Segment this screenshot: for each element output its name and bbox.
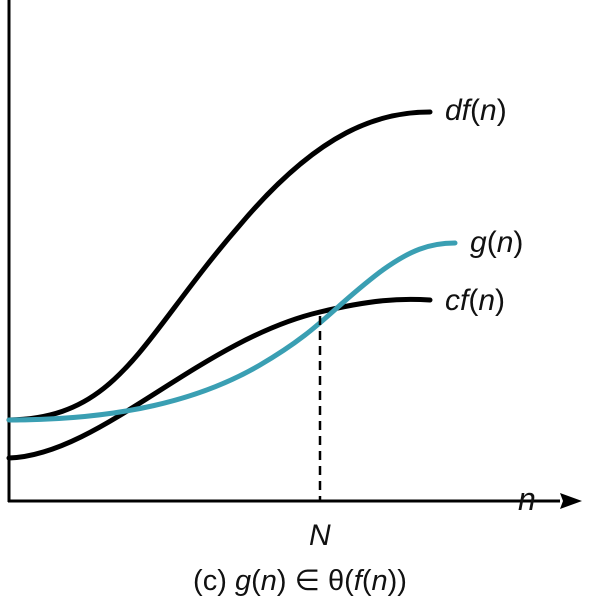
- caption-theta: θ: [328, 565, 344, 597]
- caption-rhs-func: f: [354, 565, 365, 597]
- caption-lhs-func: g: [235, 565, 251, 597]
- caption-tag: (c): [193, 565, 227, 597]
- label-cf-arg: n: [478, 284, 495, 317]
- threshold-tick-label: N: [309, 519, 331, 552]
- curve-cf: [6, 296, 433, 461]
- label-g: g(n): [470, 226, 523, 259]
- label-g-func: g: [470, 226, 487, 259]
- x-axis-label: n: [518, 481, 536, 517]
- label-cf-func: cf: [445, 284, 471, 317]
- label-cf: cf(n): [445, 284, 505, 317]
- label-df: df(n): [445, 94, 507, 127]
- caption-relation: ∈: [295, 565, 320, 597]
- label-df-arg: n: [480, 94, 497, 127]
- caption: (c) g(n) ∈ θ(f(n)): [193, 565, 407, 597]
- caption-rhs-arg: n: [371, 565, 387, 597]
- caption-lhs-arg: n: [261, 565, 277, 597]
- curve-df: [6, 109, 433, 423]
- curve-g: [6, 240, 458, 423]
- label-g-arg: n: [497, 226, 514, 259]
- label-df-func: df: [445, 94, 473, 127]
- x-axis-arrowhead: [560, 493, 582, 509]
